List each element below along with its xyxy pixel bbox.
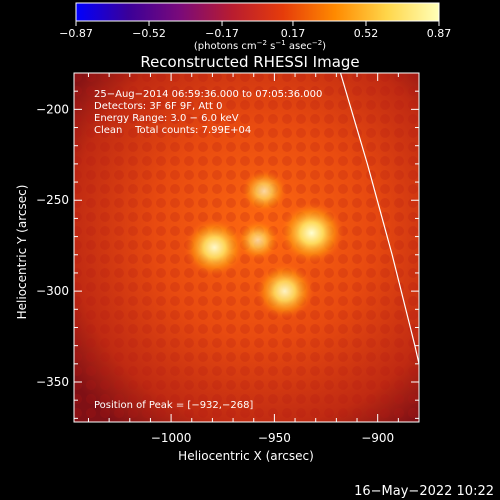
emission-sources (183, 169, 345, 320)
y-tick-label: −350 (36, 375, 69, 389)
plot-area (74, 73, 419, 422)
y-axis-label: Heliocentric Y (arcsec) (15, 185, 29, 320)
info-line-energy: Energy Range: 3.0 − 6.0 keV (94, 113, 239, 124)
emission-source (241, 169, 288, 214)
colorbar-tick-label: −0.52 (132, 27, 166, 40)
x-axis-label: Heliocentric X (arcsec) (178, 449, 314, 463)
plot-frame (73, 72, 420, 423)
info-line-clean: Clean Total counts: 7.99E+04 (94, 125, 251, 136)
x-tick-label: −950 (258, 431, 291, 445)
y-tick-label: −250 (36, 193, 69, 207)
colorbar: −0.87 −0.52 −0.17 0.17 0.52 0.87 (photons cm−… (59, 2, 451, 52)
colorbar-tick-label: 0.87 (427, 27, 452, 40)
colorbar-units: (photons cm−2 s−1 asec−2) (194, 39, 326, 52)
footer-timestamp: 16−May−2022 10:22 (354, 484, 494, 499)
info-line-detectors: Detectors: 3F 6F 9F, Att 0 (94, 101, 222, 112)
colorbar-tick-label: −0.87 (59, 27, 93, 40)
y-tick-label: −200 (36, 102, 69, 116)
chart-title: Reconstructed RHESSI Image (140, 53, 359, 71)
colorbar-tick-label: 0.17 (281, 27, 306, 40)
x-tick-label: −1000 (151, 431, 192, 445)
peak-position-label: Position of Peak = [−932,−268] (94, 400, 253, 411)
observation-info: 25−Aug−2014 06:59:36.000 to 07:05:36.000… (94, 89, 322, 411)
colorbar-strip (75, 2, 440, 22)
x-tick-label: −900 (361, 431, 394, 445)
colorbar-ticks: −0.87 −0.52 −0.17 0.17 0.52 0.87 (59, 21, 451, 40)
colorbar-tick-label: 0.52 (354, 27, 379, 40)
x-axis-ticks: −1000 −950 −900 (87, 73, 420, 445)
info-line-time: 25−Aug−2014 06:59:36.000 to 07:05:36.000 (94, 89, 322, 100)
colorbar-tick-label: −0.17 (205, 27, 239, 40)
emission-source (278, 201, 345, 264)
y-tick-label: −300 (36, 284, 69, 298)
solar-limb-curve (339, 73, 419, 367)
emission-source (183, 218, 246, 277)
emission-source (236, 219, 280, 261)
emission-source (255, 263, 315, 320)
y-axis-ticks: −200 −250 −300 −350 (36, 72, 419, 419)
